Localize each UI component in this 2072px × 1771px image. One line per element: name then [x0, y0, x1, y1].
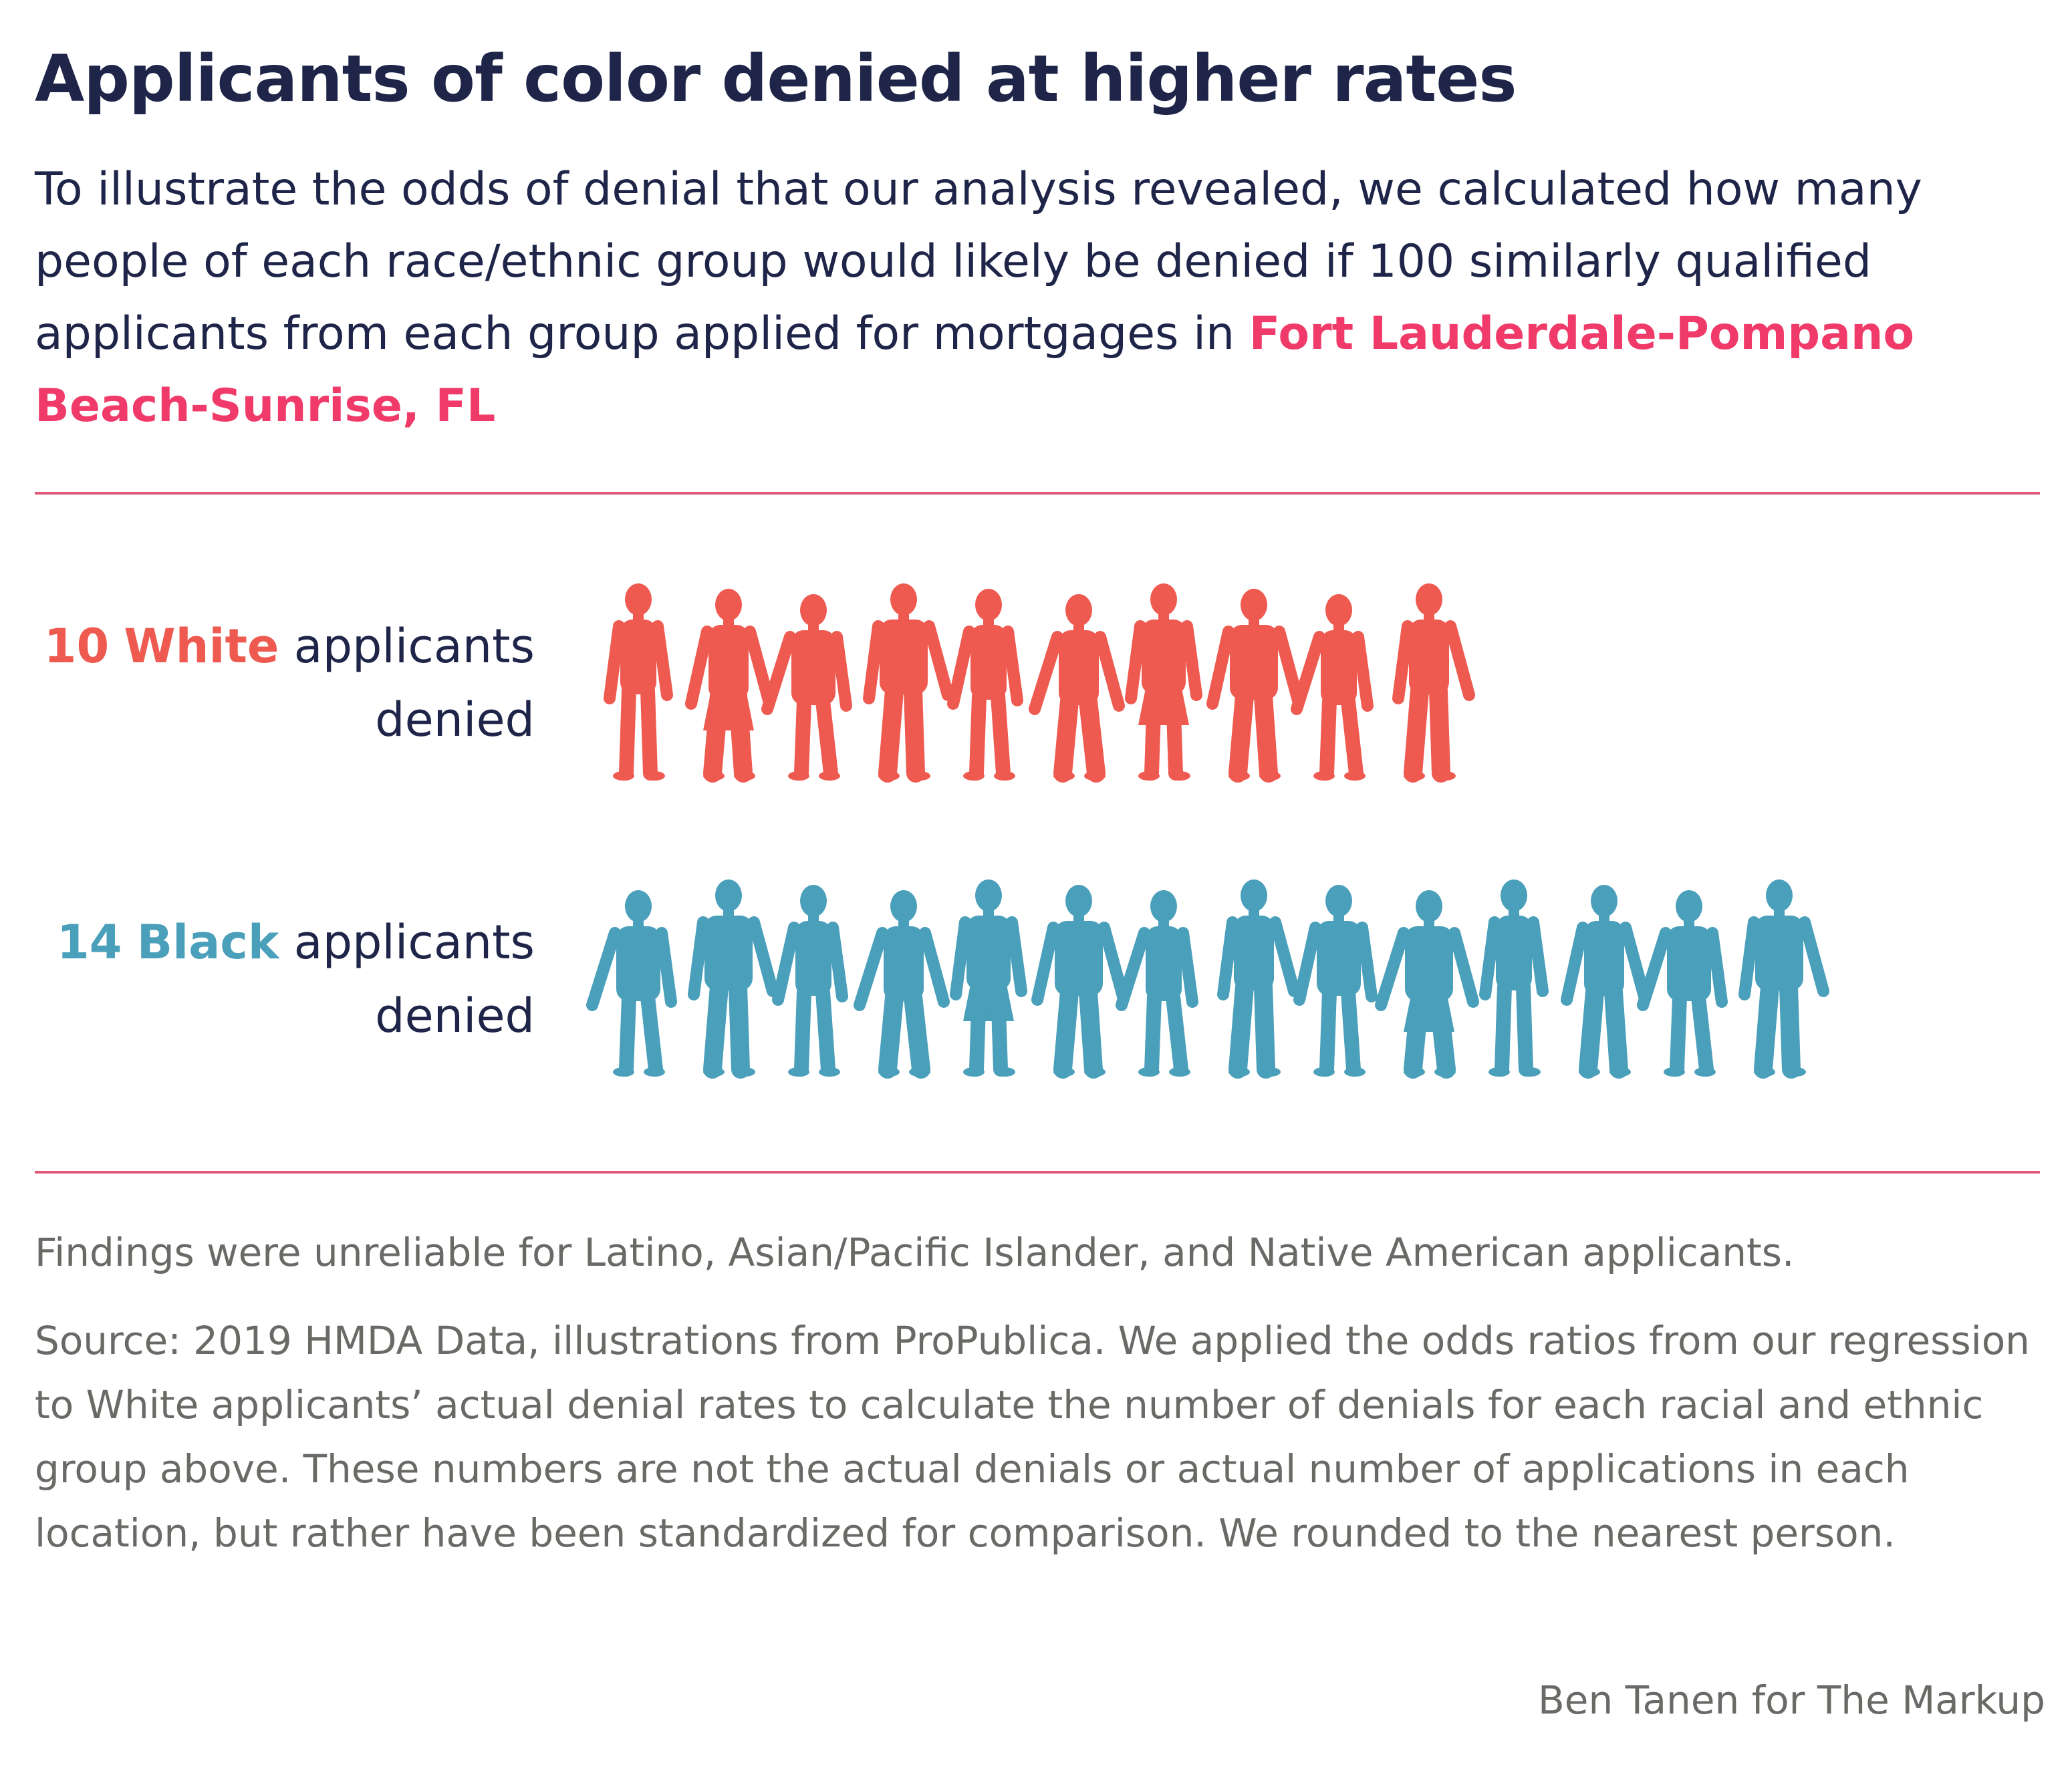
black-row-label: 14 Black applicants denied: [27, 906, 535, 1053]
person-icon: [854, 890, 950, 1079]
top-divider: [35, 492, 2040, 495]
person-icon: [1031, 885, 1129, 1079]
person-icon: [1116, 890, 1198, 1077]
person-icon: [586, 890, 677, 1077]
location-highlight: Fort Lauderdale-Pompano Beach-Sunrise, F…: [35, 307, 1915, 432]
person-icon: [604, 583, 673, 781]
person-icon: [1029, 594, 1125, 783]
person-icon: [688, 879, 779, 1079]
person-icon: [1561, 885, 1650, 1079]
white-count-label: 10: [43, 619, 110, 674]
person-icon: [685, 589, 775, 783]
person-icon: [1479, 879, 1549, 1077]
person-icon: [950, 879, 1027, 1077]
chart-subtitle: To illustrate the odds of denial that ou…: [35, 154, 2040, 442]
person-icon: [1125, 583, 1202, 781]
subtitle-text: To illustrate the odds of denial that ou…: [35, 163, 1922, 360]
reliability-note: Findings were unreliable for Latino, Asi…: [35, 1230, 1795, 1275]
white-suffix-label: applicants denied: [293, 619, 535, 747]
white-row-label: 10 White applicants denied: [27, 609, 535, 757]
person-icon: [1217, 879, 1300, 1079]
person-icon: [1375, 890, 1479, 1079]
white-group-label: White: [124, 619, 279, 674]
person-icon: [947, 589, 1023, 781]
person-icon: [1637, 890, 1728, 1077]
person-icon: [1293, 885, 1378, 1077]
person-icon: [1392, 583, 1475, 783]
person-icon: [772, 885, 848, 1077]
person-icon: [1206, 589, 1304, 783]
black-count-label: 14: [57, 915, 122, 970]
chart-title: Applicants of color denied at higher rat…: [35, 41, 1517, 116]
bottom-divider: [35, 1171, 2040, 1174]
black-suffix-label: applicants denied: [293, 915, 535, 1043]
person-icon: [863, 583, 954, 783]
source-note: Source: 2019 HMDA Data, illustrations fr…: [35, 1318, 2030, 1556]
person-icon: [1291, 594, 1374, 781]
person-icon: [1738, 879, 1829, 1079]
black-group-label: Black: [136, 915, 279, 970]
person-icon: [761, 594, 852, 781]
credit-line: Ben Tanen for The Markup: [1538, 1677, 2045, 1723]
